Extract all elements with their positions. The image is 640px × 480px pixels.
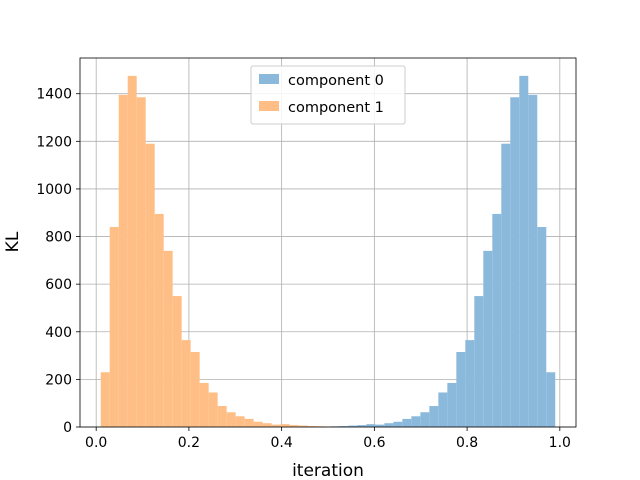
x-tick-label: 0.6 — [363, 435, 385, 451]
bar-component-0 — [348, 425, 358, 427]
bar-component-0 — [546, 372, 556, 427]
bar-component-1 — [127, 75, 137, 428]
y-tick-label: 800 — [45, 230, 72, 246]
bar-component-0 — [339, 426, 349, 427]
bar-component-1 — [163, 250, 173, 427]
legend-swatch-component-0 — [259, 74, 279, 84]
legend-label-component-0: component 0 — [288, 73, 384, 89]
bar-component-1 — [190, 352, 200, 427]
bar-component-0 — [492, 213, 502, 427]
bar-component-0 — [393, 421, 403, 427]
histogram-bars — [100, 75, 556, 428]
bar-component-1 — [154, 213, 164, 427]
x-tick-label: 0.4 — [271, 435, 293, 451]
bar-component-0 — [501, 143, 511, 427]
axis-ticks: 0.0 0.2 0.4 0.6 0.8 1.0 0 200 400 600 800 1000 1200 1… — [36, 87, 571, 451]
bar-component-1 — [226, 412, 236, 427]
y-tick-label: 0 — [63, 420, 72, 436]
bar-component-1 — [244, 418, 254, 427]
y-tick-label: 1200 — [36, 134, 72, 150]
bar-component-1 — [199, 382, 209, 427]
bar-component-0 — [384, 423, 394, 427]
bar-component-1 — [271, 424, 281, 427]
bar-component-1 — [109, 227, 119, 427]
legend-swatch-component-1 — [259, 101, 279, 111]
bar-component-1 — [145, 143, 155, 427]
bar-component-0 — [366, 424, 376, 427]
y-tick-label: 200 — [45, 372, 72, 388]
bar-component-1 — [307, 426, 317, 427]
bar-component-0 — [456, 352, 466, 427]
bar-component-1 — [289, 425, 299, 427]
bar-component-1 — [217, 406, 227, 427]
x-tick-label: 0.8 — [456, 435, 478, 451]
legend-label-component-1: component 1 — [288, 100, 384, 116]
bar-component-1 — [253, 421, 263, 427]
bar-component-0 — [411, 416, 421, 427]
bar-component-0 — [474, 296, 484, 427]
bar-component-0 — [447, 382, 457, 427]
legend-box — [250, 65, 406, 125]
bar-component-1 — [298, 425, 308, 427]
x-tick-label: 1.0 — [549, 435, 571, 451]
bar-component-0 — [537, 227, 547, 427]
bar-component-1 — [235, 416, 245, 427]
y-tick-label: 400 — [45, 325, 72, 341]
bar-component-1 — [262, 423, 272, 427]
bar-component-1 — [181, 340, 191, 427]
bar-component-1 — [172, 296, 182, 427]
bar-component-1 — [136, 97, 146, 428]
bar-component-0 — [375, 424, 385, 427]
bar-component-0 — [465, 340, 475, 427]
y-axis-label: KL — [3, 231, 23, 252]
bar-component-0 — [402, 418, 412, 427]
bar-component-1 — [280, 424, 290, 427]
x-axis-label: iteration — [292, 461, 364, 480]
bar-component-1 — [100, 372, 110, 427]
bar-component-0 — [357, 425, 367, 427]
legend: component 0 component 1 — [250, 65, 406, 125]
bar-component-0 — [429, 406, 439, 427]
y-tick-label: 1000 — [36, 182, 72, 198]
y-tick-label: 1400 — [36, 87, 72, 103]
bar-component-0 — [438, 392, 448, 427]
x-tick-label: 0.0 — [85, 435, 107, 451]
bar-component-0 — [519, 75, 529, 428]
bar-component-0 — [528, 94, 538, 428]
bar-component-1 — [118, 94, 128, 428]
bar-component-1 — [208, 392, 218, 427]
bar-component-0 — [483, 250, 493, 427]
bar-component-0 — [420, 412, 430, 427]
plot-frame — [79, 57, 577, 428]
bar-component-0 — [510, 97, 520, 428]
x-tick-label: 0.2 — [178, 435, 200, 451]
y-tick-label: 600 — [45, 277, 72, 293]
